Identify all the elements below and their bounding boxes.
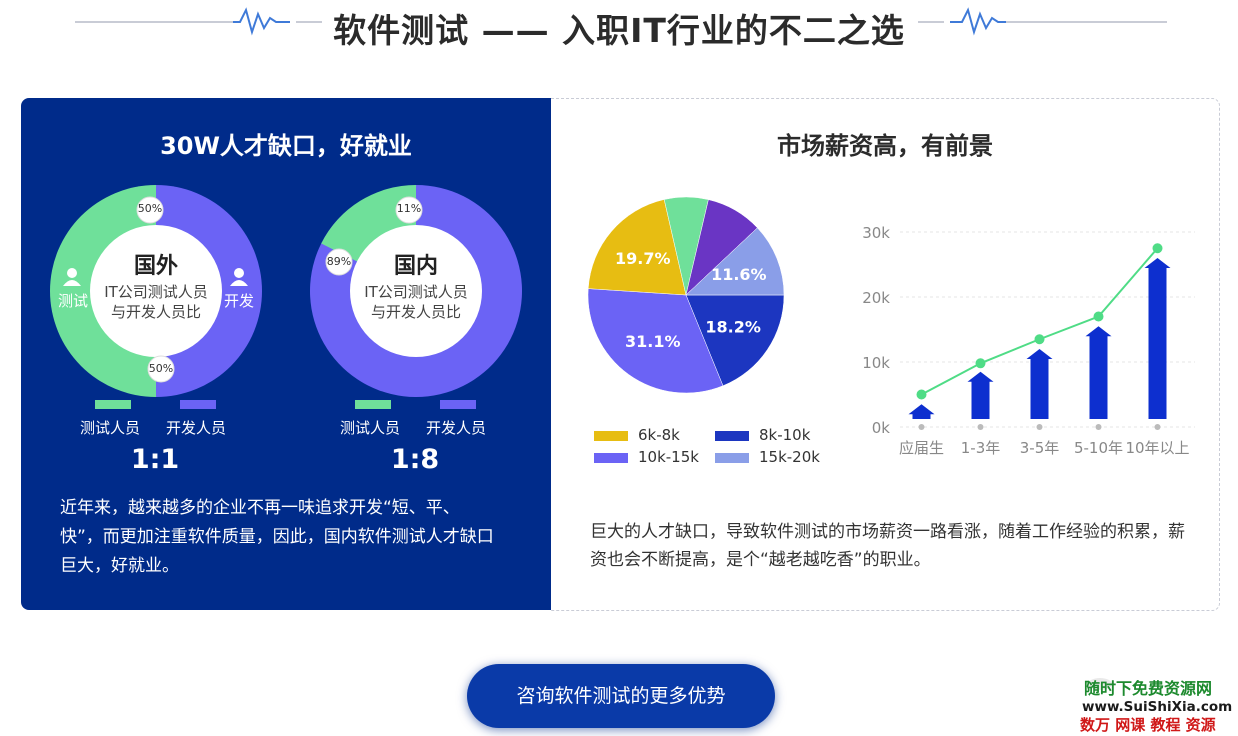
pie-slice-label: 19.7% <box>615 249 671 268</box>
salary-trend-point <box>1152 243 1163 254</box>
pie-slice-label: 18.2% <box>705 318 761 337</box>
axis-dot <box>977 424 984 430</box>
x-tick-label: 10年以上 <box>1125 439 1189 457</box>
x-tick-label: 1-3年 <box>961 439 1001 457</box>
svg-text:www.SuiShiXia.com: www.SuiShiXia.com <box>1082 699 1232 715</box>
svg-text:数万 网课 教程 资源: 数万 网课 教程 资源 <box>1080 716 1216 734</box>
donut-domestic-badge-left: 89% <box>326 255 352 268</box>
salary-trend-point <box>1034 334 1045 345</box>
pie-legend-swatch-2 <box>715 430 749 441</box>
pie-legend-item-1: 6k-8k <box>594 426 680 444</box>
pie-legend-item-4: 15k-20k <box>715 448 820 466</box>
y-tick-label: 20k <box>862 289 890 307</box>
legend-swatch-developer-1 <box>180 400 216 409</box>
salary-trend-point <box>1093 311 1104 322</box>
ratio-overseas: 1:1 <box>130 444 180 475</box>
header-decoration <box>75 7 1167 36</box>
axis-dot <box>1154 424 1161 430</box>
donut-overseas-badge-bottom: 50% <box>148 362 174 375</box>
donut-hole <box>90 225 222 357</box>
salary-bar <box>1026 349 1053 419</box>
salary-bar <box>1144 258 1171 419</box>
donut-chart-overseas <box>50 185 262 397</box>
axis-dot <box>1095 424 1102 430</box>
legend-tester-1: 测试人员 <box>80 419 141 437</box>
pie-legend-label-3: 10k-15k <box>638 448 699 466</box>
consult-advantages-button[interactable]: 咨询软件测试的更多优势 <box>467 664 775 728</box>
salary-trend-point <box>916 389 927 400</box>
pie-slice-15k-20k <box>685 227 785 296</box>
donut-domestic-subtitle: IT公司测试人员 与开发人员比 <box>351 282 481 322</box>
x-tick-label: 应届生 <box>899 439 944 457</box>
salary-bar <box>1085 326 1112 419</box>
x-tick-label: 5-10年 <box>1074 439 1123 457</box>
donut-hole <box>350 225 482 357</box>
salary-trend-point <box>975 358 986 369</box>
pie-legend-swatch-1 <box>594 430 628 441</box>
page-title: 软件测试 —— 入职IT行业的不二之选 <box>333 11 905 50</box>
pie-legend-item-3: 10k-15k <box>594 448 699 466</box>
pie-legend-label-2: 8k-10k <box>759 426 811 444</box>
salary-bar-chart: 0k 10k 20k 30k 应届生 1-3年 3-5年 5-10年 10年以上 <box>862 224 1195 457</box>
legend-swatch-tester-2 <box>355 400 391 409</box>
donut-overseas-left-label: 测试 <box>57 292 88 310</box>
donut-overseas-subtitle-line1: IT公司测试人员 <box>104 283 208 301</box>
legend-swatch-tester-1 <box>95 400 131 409</box>
salary-bar <box>967 371 994 419</box>
talent-gap-paragraph: 近年来，越来越多的企业不再一味追求开发“短、平、快”，而更加注重软件质量，因此，… <box>60 498 494 576</box>
y-tick-label: 0k <box>872 419 891 437</box>
salary-paragraph: 巨大的人才缺口，导致软件测试的市场薪资一路看涨，随着工作经验的积累，薪资也会不断… <box>590 522 1185 570</box>
pie-legend-item-2: 8k-10k <box>715 426 810 444</box>
donut-domestic-badge-top: 11% <box>396 202 422 215</box>
donut-overseas-subtitle-line2: 与开发人员比 <box>110 303 201 321</box>
percent-badge <box>136 196 164 224</box>
salary-title: 市场薪资高，有前景 <box>777 132 993 160</box>
tester-user-icon <box>63 268 81 286</box>
donut-overseas-right-label: 开发 <box>223 292 254 310</box>
axis-dot <box>1036 424 1043 430</box>
legend-swatch-developer-2 <box>440 400 476 409</box>
percent-badge <box>325 248 353 276</box>
donut-overseas-badge-top: 50% <box>137 202 163 215</box>
pie-slice-6k-8k <box>587 199 687 296</box>
pie-legend-swatch-4 <box>715 452 749 463</box>
pie-legend-label-1: 6k-8k <box>638 426 680 444</box>
watermark-logo: 随时下免费资源网 www.SuiShiXia.com 数万 网课 教程 资源 <box>1080 678 1232 734</box>
pie-slice-label: 11.6% <box>711 265 767 284</box>
donut-chart-domestic <box>309 185 522 398</box>
donut-domestic-subtitle-line1: IT公司测试人员 <box>364 283 468 301</box>
donut-overseas-subtitle: IT公司测试人员 与开发人员比 <box>91 282 221 322</box>
y-tick-label: 30k <box>862 224 890 242</box>
pie-legend-label-4: 15k-20k <box>759 448 820 466</box>
percent-badge <box>395 196 423 224</box>
donut-overseas-title: 国外 <box>133 254 178 279</box>
talent-gap-title: 30W人才缺口，好就业 <box>160 132 412 160</box>
x-tick-label: 3-5年 <box>1020 439 1060 457</box>
pie-slice-8k-10k <box>685 294 785 387</box>
salary-bar <box>908 404 935 419</box>
pie-legend-swatch-3 <box>594 452 628 463</box>
pie-slice-label: 31.1% <box>625 332 681 351</box>
ratio-domestic: 1:8 <box>390 444 440 475</box>
svg-text:随时下免费资源网: 随时下免费资源网 <box>1084 679 1212 698</box>
salary-pie-chart: 18.2% 31.1% 19.7% 11.6% <box>587 196 785 394</box>
legend-tester-2: 测试人员 <box>340 419 401 437</box>
donut-domestic-title: 国内 <box>393 254 438 279</box>
legend-developer-2: 开发人员 <box>426 419 487 437</box>
developer-user-icon <box>230 268 248 286</box>
legend-developer-1: 开发人员 <box>166 419 227 437</box>
page-header: 软件测试 —— 入职IT行业的不二之选 <box>0 0 1238 50</box>
axis-dot <box>918 424 925 430</box>
percent-badge <box>147 355 175 383</box>
donut-domestic-subtitle-line2: 与开发人员比 <box>370 303 461 321</box>
pie-slice-10k-15k <box>587 288 724 394</box>
y-tick-label: 10k <box>862 354 890 372</box>
